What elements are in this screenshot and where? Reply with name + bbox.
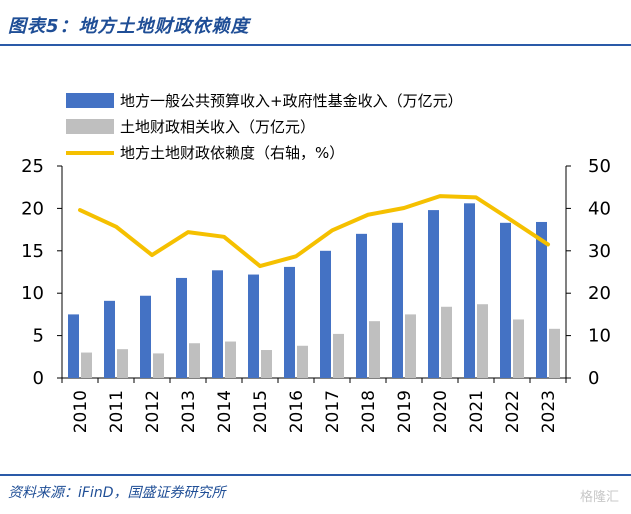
legend-label: 地方土地财政依赖度（右轴，%） [120, 144, 344, 162]
bar-land-revenue [153, 353, 164, 378]
bar-total-revenue [248, 274, 259, 378]
right-tick-label: 40 [588, 198, 611, 219]
dependency-point [331, 229, 333, 231]
figure-title: 图表5：地方土地财政依赖度 [8, 16, 250, 37]
x-tick-label: 2021 [467, 390, 487, 433]
bar-total-revenue [320, 250, 331, 378]
legend-swatch [66, 93, 114, 108]
chart: 地方一般公共预算收入+政府性基金收入（万亿元） 土地财政相关收入（万亿元） 地方土地… [21, 92, 611, 433]
dependency-point [259, 265, 261, 267]
dependency-point [187, 231, 189, 233]
dependency-point [475, 196, 477, 198]
bar-total-revenue [428, 210, 439, 378]
legend-swatch [66, 119, 114, 134]
bar-land-revenue [297, 345, 308, 378]
axes: 0 5 10 15 20 25 0 10 20 30 40 50 2010 2011 2012 2013 201… [21, 156, 611, 433]
line-series [78, 194, 550, 269]
source-note: 资料来源：iFinD，国盛证券研究所 [8, 485, 226, 501]
dependency-point [439, 195, 441, 197]
bar-land-revenue [333, 333, 344, 378]
right-tick-label: 10 [588, 326, 611, 347]
left-tick-label: 15 [21, 241, 44, 262]
x-tick-label: 2018 [359, 390, 379, 433]
bar-total-revenue [464, 203, 475, 378]
bar-land-revenue [513, 319, 524, 378]
dependency-point [403, 207, 405, 209]
dependency-point [367, 214, 369, 216]
bar-total-revenue [212, 270, 223, 378]
left-tick-label: 25 [21, 156, 44, 177]
watermark: 格隆汇 [579, 490, 619, 505]
dependency-point [79, 209, 81, 211]
dependency-line [78, 194, 550, 269]
bar-total-revenue [140, 295, 151, 378]
dependency-point [223, 236, 225, 238]
x-tick-label: 2017 [323, 390, 343, 433]
bar-land-revenue [549, 328, 560, 378]
x-tick-label: 2012 [143, 390, 163, 433]
bar-land-revenue [369, 321, 380, 378]
x-tick-label: 2010 [71, 390, 91, 433]
bar-total-revenue [176, 277, 187, 378]
left-tick-label: 5 [33, 326, 44, 347]
x-tick-label: 2016 [287, 390, 307, 433]
x-tick-label: 2011 [107, 390, 127, 433]
bar-land-revenue [81, 352, 92, 378]
right-tick-label: 20 [588, 283, 611, 304]
right-tick-label: 30 [588, 241, 611, 262]
left-tick-label: 0 [33, 368, 44, 389]
bar-total-revenue [392, 222, 403, 378]
dependency-point [151, 254, 153, 256]
x-tick-label: 2013 [179, 390, 199, 433]
legend: 地方一般公共预算收入+政府性基金收入（万亿元） 土地财政相关收入（万亿元） 地方土地… [66, 92, 463, 162]
x-tick-label: 2015 [251, 390, 271, 433]
footer-rule [0, 474, 631, 476]
title-rule [0, 44, 631, 46]
x-tick-label: 2022 [503, 390, 523, 433]
legend-label: 土地财政相关收入（万亿元） [120, 118, 315, 136]
bar-total-revenue [68, 314, 79, 378]
bar-land-revenue [189, 343, 200, 378]
dependency-point [115, 226, 117, 228]
bar-total-revenue [500, 222, 511, 378]
dependency-point [547, 243, 549, 245]
x-tick-label: 2014 [215, 390, 235, 433]
x-tick-label: 2023 [539, 390, 559, 433]
bar-land-revenue [117, 349, 128, 378]
bar-total-revenue [536, 221, 547, 378]
left-tick-label: 20 [21, 198, 44, 219]
right-tick-label: 50 [588, 156, 611, 177]
left-tick-label: 10 [21, 283, 44, 304]
bar-total-revenue [284, 266, 295, 378]
x-tick-label: 2019 [395, 390, 415, 433]
bar-land-revenue [477, 304, 488, 378]
bar-total-revenue [104, 300, 115, 378]
dependency-point [295, 255, 297, 257]
dependency-point [511, 220, 513, 222]
bar-land-revenue [225, 341, 236, 378]
bar-land-revenue [261, 350, 272, 378]
bar-land-revenue [441, 306, 452, 378]
bar-total-revenue [356, 233, 367, 378]
legend-label: 地方一般公共预算收入+政府性基金收入（万亿元） [120, 92, 463, 110]
bars [68, 203, 560, 378]
x-tick-label: 2020 [431, 390, 451, 433]
bar-land-revenue [405, 314, 416, 378]
right-tick-label: 0 [588, 368, 599, 389]
